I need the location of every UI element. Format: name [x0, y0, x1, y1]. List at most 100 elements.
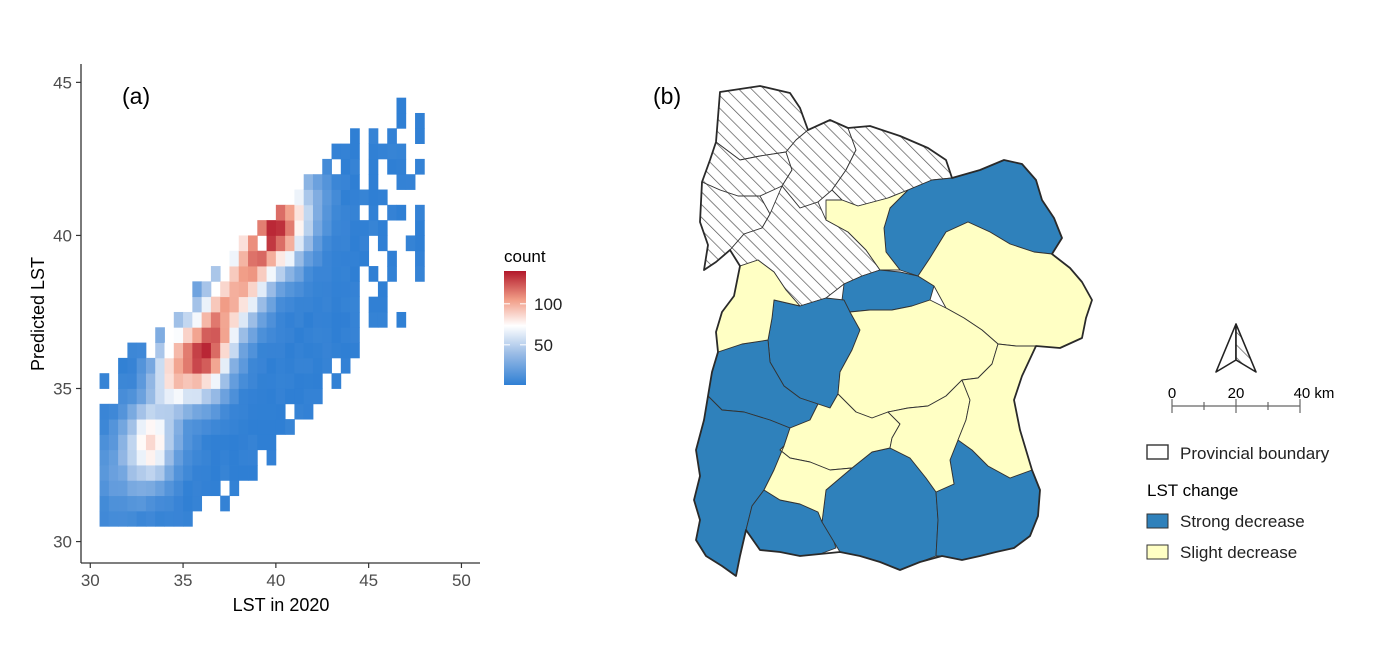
heatmap-cell: [415, 266, 425, 282]
heatmap-cell: [396, 204, 407, 221]
heatmap-cell: [99, 510, 110, 527]
x-tick-label: 40: [266, 571, 285, 590]
heatmap-cell: [127, 373, 138, 389]
heatmap-cell: [136, 480, 147, 497]
heatmap-cell: [238, 342, 249, 359]
heatmap-cell: [210, 403, 221, 420]
heatmap-cell: [238, 235, 249, 252]
legend-swatch-strong: [1146, 513, 1169, 529]
heatmap-cell: [136, 419, 147, 435]
heatmap-cell: [173, 311, 184, 328]
heatmap-cells: [99, 97, 425, 527]
heatmap-cell: [248, 388, 258, 405]
heatmap-cell: [322, 327, 332, 343]
heatmap-cell: [275, 266, 286, 282]
scale-tick-20: 20: [1228, 385, 1245, 402]
heatmap-cell: [118, 403, 128, 420]
heatmap-cell: [108, 495, 119, 512]
heatmap-cell: [118, 388, 128, 405]
heatmap-cell: [303, 327, 314, 343]
heatmap-cell: [322, 250, 332, 267]
heatmap-cell: [164, 342, 175, 359]
heatmap-cell: [155, 327, 165, 343]
heatmap-cell: [210, 327, 221, 343]
heatmap-cell: [275, 403, 286, 420]
heatmap-cell: [322, 342, 332, 359]
heatmap-cell: [285, 296, 295, 313]
heatmap-cell: [210, 296, 221, 313]
heatmap-cell: [312, 373, 323, 389]
heatmap-cell: [220, 357, 230, 374]
heatmap-cell: [155, 373, 165, 389]
heatmap-cell: [192, 465, 203, 481]
y-tick-label: 45: [53, 73, 72, 92]
heatmap-cell: [238, 311, 249, 328]
heatmap-cell: [275, 388, 286, 405]
heatmap-cell: [294, 357, 305, 374]
heatmap-cell: [285, 204, 295, 221]
heatmap-cell: [368, 220, 379, 236]
heatmap-cell: [229, 311, 240, 328]
heatmap-cell: [266, 235, 277, 252]
heatmap-cell: [248, 296, 258, 313]
heatmap-cell: [340, 327, 351, 343]
heatmap-cell: [118, 419, 128, 435]
heatmap-cell: [350, 220, 360, 236]
heatmap-cell: [331, 143, 342, 160]
heatmap-cell: [377, 143, 388, 160]
legend-swatch-boundary: [1146, 444, 1169, 460]
heatmap-cell: [285, 419, 295, 435]
heatmap-cell: [257, 311, 267, 328]
heatmap-cell: [220, 342, 230, 359]
heatmap-cell: [350, 158, 360, 175]
heatmap-cell: [229, 449, 240, 466]
heatmap-cell: [145, 495, 156, 512]
heatmap-cell: [220, 449, 230, 466]
heatmap-cell: [275, 296, 286, 313]
heatmap-cell: [359, 235, 370, 252]
heatmap-cell: [201, 480, 212, 497]
heatmap-cell: [220, 311, 230, 328]
heatmap-cell: [173, 373, 184, 389]
heatmap-cell: [136, 510, 147, 527]
y-tick-label: 40: [53, 226, 72, 245]
heatmap-cell: [210, 434, 221, 451]
heatmap-cell: [108, 480, 119, 497]
heatmap-cell: [210, 266, 221, 282]
heatmap-cell: [229, 419, 240, 435]
heatmap-cell: [220, 388, 230, 405]
heatmap-cell: [350, 327, 360, 343]
heatmap-cell: [248, 434, 258, 451]
heatmap-cell: [340, 174, 351, 190]
heatmap-cell: [155, 465, 165, 481]
heatmap-cell: [192, 296, 203, 313]
heatmap-cell: [238, 281, 249, 298]
heatmap-cell: [294, 311, 305, 328]
heatmap-cell: [415, 250, 425, 267]
heatmap-cell: [155, 403, 165, 420]
heatmap-cell: [312, 311, 323, 328]
heatmap-cell: [201, 327, 212, 343]
heatmap-cell: [257, 250, 267, 267]
heatmap-cell: [118, 373, 128, 389]
heatmap-cell: [285, 281, 295, 298]
heatmap-cell: [377, 311, 388, 328]
heatmap-cell: [340, 189, 351, 206]
heatmap-cell: [303, 403, 314, 420]
heatmap-cell: [192, 495, 203, 512]
heatmap-cell: [145, 403, 156, 420]
heatmap-cell: [285, 311, 295, 328]
heatmap-cell: [350, 342, 360, 359]
heatmap-cell: [173, 449, 184, 466]
scale-tick-0: 0: [1168, 385, 1176, 402]
heatmap-cell: [350, 281, 360, 298]
heatmap-cell: [192, 327, 203, 343]
heatmap-cell: [350, 174, 360, 190]
heatmap-cell: [387, 250, 397, 267]
x-axis-title: LST in 2020: [233, 595, 330, 615]
heatmap-cell: [312, 189, 323, 206]
heatmap-cell: [127, 434, 138, 451]
heatmap-cell: [136, 342, 147, 359]
heatmap-cell: [331, 250, 342, 267]
heatmap-cell: [173, 495, 184, 512]
